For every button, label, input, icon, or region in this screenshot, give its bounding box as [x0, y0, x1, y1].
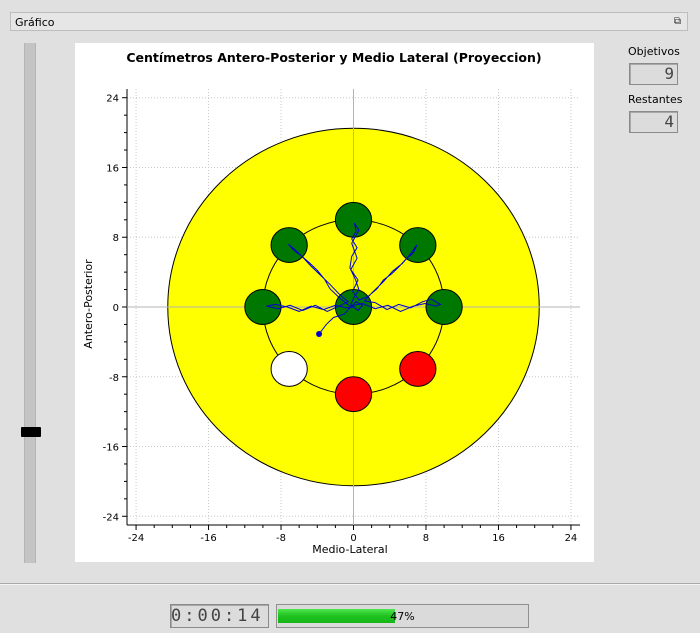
elapsed-timer: 0:00:14 — [170, 604, 269, 628]
objectives-counter: 9 — [629, 63, 678, 85]
x-tick-label: -24 — [128, 533, 144, 544]
trajectory-start-point — [316, 331, 323, 338]
x-axis-label: Medio-Lateral — [312, 543, 387, 556]
dock-title-bar: Gráfico ⧉ — [10, 12, 688, 31]
target-reached — [425, 289, 463, 325]
y-tick-label: 24 — [106, 94, 119, 105]
status-separator — [0, 583, 700, 585]
restore-icon[interactable]: ⧉ — [673, 16, 682, 27]
y-tick-label: -24 — [103, 512, 119, 523]
objectives-label: Objetivos — [628, 45, 680, 58]
remaining-label: Restantes — [628, 93, 683, 106]
y-axis-label: Antero-Posterior — [82, 259, 95, 349]
target-current — [270, 350, 308, 387]
chart-svg: Centímetros Antero-Posterior y Medio Lat… — [82, 50, 580, 556]
y-tick-label: 16 — [106, 163, 119, 174]
vertical-slider[interactable] — [21, 43, 41, 563]
target-reached — [399, 227, 437, 264]
x-tick-label: 0 — [350, 533, 356, 544]
remaining-counter: 4 — [629, 111, 678, 133]
plot-area: Centímetros Antero-Posterior y Medio Lat… — [75, 43, 594, 562]
x-tick-labels: -24 -16 -8 0 8 16 24 — [128, 533, 577, 544]
y-tick-labels: 24 16 8 0 -8 -16 -24 — [103, 94, 119, 524]
progress-bar: 47% — [276, 604, 529, 628]
x-tick-label: 16 — [492, 533, 505, 544]
y-tick-label: 8 — [113, 233, 119, 244]
chart-shapes — [127, 89, 580, 525]
target-reached — [334, 201, 373, 238]
target-reached — [244, 289, 282, 325]
target-pending — [399, 350, 437, 387]
progress-text: 47% — [390, 610, 415, 623]
target-pending — [334, 376, 373, 413]
x-tick-label: -16 — [200, 533, 216, 544]
y-tick-label: 0 — [113, 303, 119, 314]
x-tick-label: 24 — [565, 533, 578, 544]
trajectory-line — [266, 223, 442, 335]
x-tick-label: 8 — [423, 533, 429, 544]
slider-handle[interactable] — [21, 427, 41, 437]
progress-fill — [278, 609, 395, 623]
y-tick-label: -8 — [109, 373, 119, 384]
y-tick-label: -16 — [103, 443, 119, 454]
chart-title: Centímetros Antero-Posterior y Medio Lat… — [126, 50, 541, 65]
dock-title: Gráfico — [15, 16, 55, 29]
x-tick-label: -8 — [276, 533, 286, 544]
